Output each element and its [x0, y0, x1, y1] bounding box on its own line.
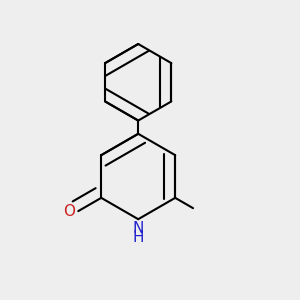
Text: N: N	[133, 221, 144, 236]
Text: H: H	[133, 230, 144, 244]
Text: O: O	[63, 204, 75, 219]
